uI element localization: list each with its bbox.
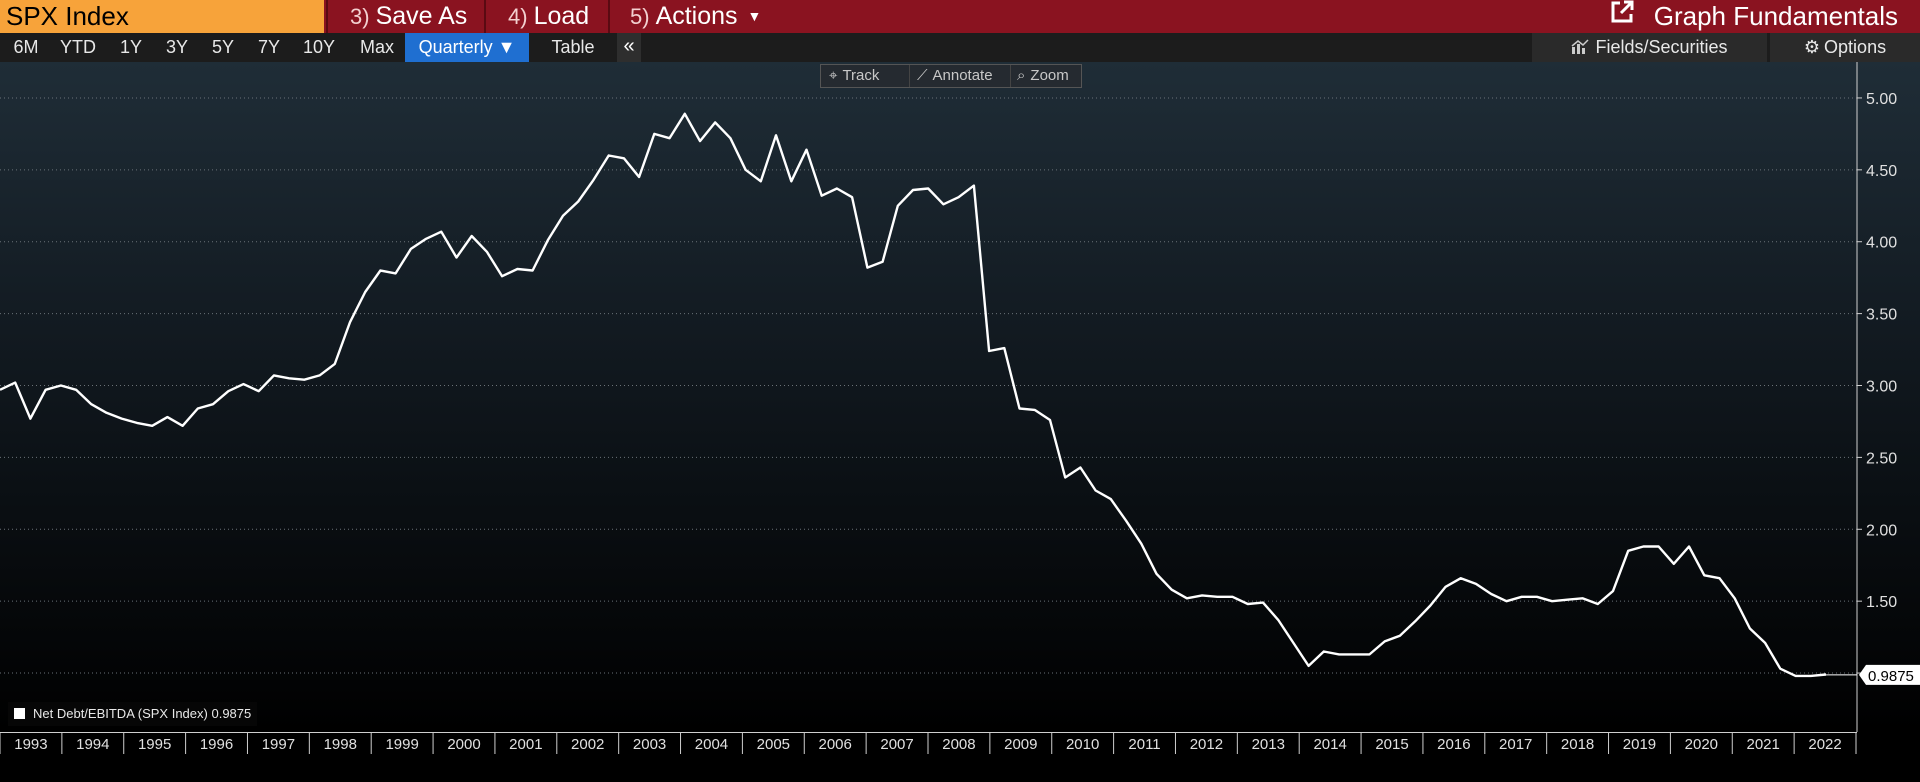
last-value-label: 0.9875: [1868, 668, 1914, 685]
x-axis: 1993 1994 1995 1996 1997 1998 1999 2000 2001 2002…: [0, 732, 1857, 754]
save-as-button[interactable]: 3) Save As: [326, 0, 482, 33]
track-label: Track: [842, 67, 880, 84]
app-title: Graph Fundamentals: [1653, 1, 1898, 31]
x-tick-label: 2016: [1437, 736, 1470, 753]
chart-area[interactable]: 5.00 4.50 4.00 3.50 3.00 2.50 2.00 1.50 0.9875: [0, 62, 1920, 732]
title-bar: SPX Index 3) Save As 4) Load 5) Actions ▼ Gr…: [0, 0, 1920, 33]
actions-label: Actions: [655, 2, 738, 30]
y-tick-label: 4.00: [1866, 235, 1897, 252]
period-10y[interactable]: 10Y: [302, 37, 336, 57]
x-tick-label: 1996: [200, 736, 233, 753]
x-tick-label: 2021: [1747, 736, 1780, 753]
load-button[interactable]: 4) Load: [484, 0, 606, 33]
x-tick-label: 1997: [262, 736, 295, 753]
x-tick-label: 2004: [695, 736, 728, 753]
annotate-label: Annotate: [932, 67, 993, 84]
period-max[interactable]: Max: [359, 37, 394, 57]
x-tick-label: 1993: [14, 736, 47, 753]
period-3y[interactable]: 3Y: [165, 37, 189, 57]
pencil-icon: ⟋: [917, 67, 928, 84]
track-button[interactable]: ⌖ Track: [829, 65, 907, 87]
external-link-icon: [1610, 0, 1634, 32]
x-tick-label: 2020: [1685, 736, 1718, 753]
x-tick-label: 2022: [1808, 736, 1841, 753]
load-label: Load: [533, 2, 590, 30]
security-field[interactable]: SPX Index: [0, 0, 324, 33]
period-toolbar: 6M YTD 1Y 3Y 5Y 7Y 10Y Max Quarterly ▼ T…: [0, 33, 1920, 62]
divider: [1010, 65, 1015, 87]
magnifier-icon: ⌕: [1017, 67, 1026, 84]
x-tick-label: 1995: [138, 736, 171, 753]
y-tick-label: 2.00: [1866, 522, 1897, 539]
x-tick-label: 2018: [1561, 736, 1594, 753]
x-tick-label: 1994: [76, 736, 109, 753]
y-tick-label: 3.50: [1866, 307, 1897, 324]
chart-icon: [1571, 35, 1589, 64]
x-tick-label: 2003: [633, 736, 666, 753]
y-tick-label: 1.50: [1866, 594, 1897, 611]
x-tick-label: 2013: [1252, 736, 1285, 753]
table-button[interactable]: Table: [551, 37, 595, 57]
graph-fundamentals-link[interactable]: Graph Fundamentals: [1610, 0, 1898, 33]
annotate-button[interactable]: ⟋ Annotate: [917, 65, 1027, 87]
period-1y[interactable]: 1Y: [119, 37, 143, 57]
period-ytd[interactable]: YTD: [60, 37, 96, 57]
zoom-label: Zoom: [1030, 67, 1069, 84]
period-5y[interactable]: 5Y: [211, 37, 235, 57]
x-tick-label: 2000: [447, 736, 480, 753]
options-label: Options: [1824, 37, 1887, 57]
fields-securities-label: Fields/Securities: [1595, 37, 1728, 57]
x-tick-label: 2014: [1313, 736, 1346, 753]
x-tick-label: 2015: [1375, 736, 1408, 753]
last-value-flag: [1859, 664, 1920, 685]
x-tick-label: 2007: [880, 736, 913, 753]
x-tick-label: 1998: [324, 736, 357, 753]
collapse-button[interactable]: «: [617, 33, 641, 62]
chart-legend: Net Debt/EBITDA (SPX Index) 0.9875: [8, 702, 258, 726]
legend-series-name: Net Debt/EBITDA (SPX Index): [33, 706, 208, 721]
gear-icon: ⚙: [1803, 37, 1821, 57]
x-tick-label: 2011: [1128, 736, 1160, 753]
crosshair-icon: ⌖: [829, 67, 838, 84]
x-tick-label: 2005: [757, 736, 790, 753]
x-tick-label: 2008: [942, 736, 975, 753]
y-tick-label: 3.00: [1866, 378, 1897, 395]
x-tick-label: 2012: [1190, 736, 1223, 753]
load-number: 4): [508, 4, 528, 29]
y-tick-label: 4.50: [1866, 163, 1897, 180]
x-tick-label: 2019: [1623, 736, 1656, 753]
x-tick-label: 2001: [509, 736, 542, 753]
zoom-button[interactable]: ⌕ Zoom: [1017, 65, 1081, 87]
line-chart[interactable]: 5.00 4.50 4.00 3.50 3.00 2.50 2.00 1.50 0.9875: [0, 62, 1920, 732]
x-tick-label: 2009: [1004, 736, 1037, 753]
caret-down-icon: ▼: [747, 8, 762, 24]
period-7y[interactable]: 7Y: [257, 37, 281, 57]
x-tick-label: 2006: [819, 736, 852, 753]
x-tick-label: 2010: [1066, 736, 1099, 753]
actions-button[interactable]: 5) Actions ▼: [608, 0, 778, 33]
x-tick-label: 2002: [571, 736, 604, 753]
y-tick-label: 2.50: [1866, 450, 1897, 467]
series-line: [0, 112, 1827, 678]
period-6m[interactable]: 6M: [13, 37, 39, 57]
save-as-number: 3): [350, 4, 370, 29]
fields-securities-button[interactable]: Fields/Securities: [1532, 33, 1767, 62]
legend-last-value: 0.9875: [211, 706, 252, 721]
x-axis-area: 1993 1994 1995 1996 1997 1998 1999 2000 2001 2002…: [0, 732, 1920, 777]
legend-swatch: [14, 708, 25, 719]
x-tick-label: 1999: [385, 736, 418, 753]
save-as-label: Save As: [375, 2, 468, 30]
options-button[interactable]: ⚙ Options: [1770, 33, 1920, 62]
y-tick-label: 5.00: [1866, 91, 1897, 108]
chart-tools-bar: ⌖ Track ⟋ Annotate ⌕ Zoom: [820, 64, 1082, 88]
divider: [909, 65, 914, 87]
x-tick-label: 2017: [1499, 736, 1532, 753]
actions-number: 5): [630, 4, 650, 29]
frequency-dropdown[interactable]: Quarterly ▼: [405, 33, 529, 62]
